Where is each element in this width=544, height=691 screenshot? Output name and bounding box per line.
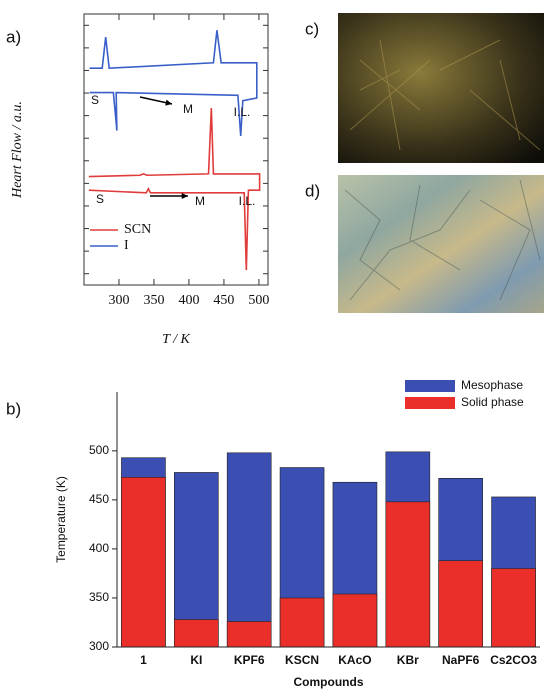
bar	[121, 477, 166, 648]
line-series	[89, 30, 258, 137]
annotation: S	[91, 93, 99, 107]
panel-label: a)	[6, 27, 21, 46]
x-axis-label: Compounds	[294, 675, 364, 689]
annotation: S	[96, 192, 104, 206]
line-series	[88, 108, 261, 271]
annotation: M	[183, 102, 193, 116]
annotation: I.L.	[234, 105, 251, 119]
x-tick-label: 350	[143, 293, 164, 308]
y-tick-label: 450	[89, 492, 109, 506]
y-tick-label: 500	[89, 443, 109, 457]
panel-label: d)	[305, 181, 320, 200]
bar	[174, 472, 219, 648]
legend-swatch	[405, 397, 455, 409]
x-tick-label: KI	[190, 653, 202, 667]
plot-frame	[83, 13, 269, 286]
bar	[174, 619, 219, 648]
annotation: I.L.	[239, 194, 256, 208]
y-axis-label: Heart Flow / a.u.	[10, 101, 25, 199]
bar	[279, 597, 325, 648]
y-tick-label: 400	[89, 541, 109, 555]
bar	[438, 560, 483, 648]
bar	[226, 621, 272, 648]
legend-label: SCN	[124, 222, 151, 237]
x-tick-label: KPF6	[234, 653, 265, 667]
x-tick-label: KBr	[397, 653, 419, 667]
arrow-head	[181, 192, 188, 200]
x-tick-label: 500	[248, 293, 269, 308]
micrograph-c	[338, 13, 544, 163]
arrow-head	[165, 99, 172, 106]
x-tick-label: 300	[108, 293, 129, 308]
bar	[385, 501, 431, 648]
legend-label: I	[124, 238, 129, 253]
x-tick-label: 400	[178, 293, 199, 308]
x-axis-label: T / K	[162, 332, 190, 347]
x-tick-label: KSCN	[285, 653, 319, 667]
x-tick-label: 450	[213, 293, 234, 308]
y-tick-label: 300	[89, 639, 109, 653]
micrograph-d-texture	[344, 179, 541, 301]
panel-label: b)	[6, 399, 21, 418]
bar	[491, 568, 536, 648]
bar	[226, 452, 272, 648]
x-tick-label: 1	[140, 653, 147, 667]
legend-label: Solid phase	[461, 395, 524, 409]
micrograph-c-texture	[349, 39, 541, 151]
panel-label: c)	[305, 19, 319, 38]
x-tick-label: KAcO	[338, 653, 371, 667]
x-tick-label: NaPF6	[442, 653, 480, 667]
x-tick-label: Cs2CO3	[490, 653, 537, 667]
legend-swatch	[405, 380, 455, 392]
annotation: M	[195, 194, 205, 208]
legend-label: Mesophase	[461, 378, 523, 392]
y-axis-label: Temperature (K)	[54, 476, 68, 563]
bar	[332, 593, 378, 648]
y-tick-label: 350	[89, 590, 109, 604]
micrograph-d	[338, 175, 544, 313]
